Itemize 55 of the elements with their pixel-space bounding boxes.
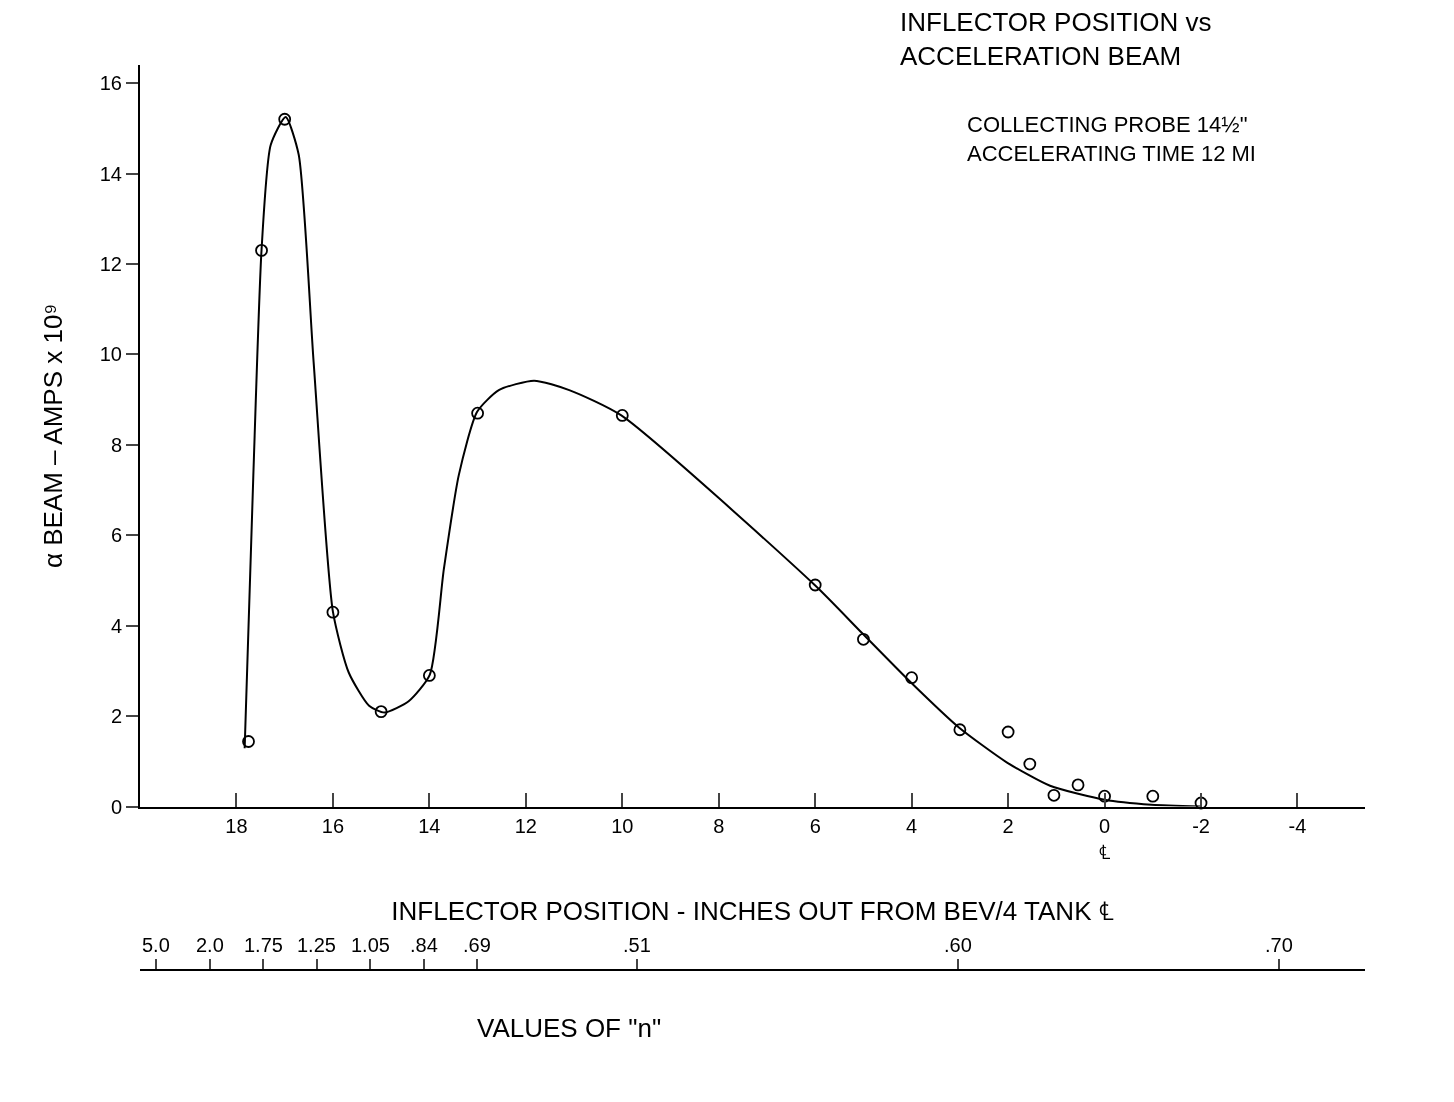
y-tick-label: 0 xyxy=(110,795,122,818)
point xyxy=(1023,757,1037,771)
point xyxy=(422,669,436,682)
point xyxy=(1001,725,1015,739)
x-tick-label: 0 ℄ xyxy=(1099,814,1111,863)
x-tick-label: 18 xyxy=(225,814,248,837)
text: .70 xyxy=(1265,934,1293,956)
point xyxy=(857,632,870,646)
y-tick-label: 2 xyxy=(110,705,122,728)
point xyxy=(1194,796,1208,810)
text: .51 xyxy=(623,934,651,956)
point xyxy=(1047,788,1061,802)
x-axis-title: INFLECTOR POSITION - INCHES OUT FROM BEV/4 TANK ℄ xyxy=(391,895,1114,926)
y-tick-label: 12 xyxy=(99,252,122,275)
chart-title: INFLECTOR POSITION vs ACCELERATION BEAM xyxy=(900,7,1212,71)
y-tick-label: 14 xyxy=(99,162,122,185)
point xyxy=(1146,789,1160,803)
text: 2.0 xyxy=(196,934,224,956)
x-tick-label: -4 xyxy=(1288,814,1307,837)
x-tick-label: 8 xyxy=(713,814,725,837)
y-tick-label: 6 xyxy=(110,524,122,547)
x-tick-label: 14 xyxy=(418,814,441,837)
text: .69 xyxy=(463,934,491,956)
point xyxy=(905,671,919,685)
point xyxy=(1071,778,1085,792)
y-tick-label: 10 xyxy=(99,343,122,366)
y-tick-label: 16 xyxy=(99,72,122,95)
x-tick-label: 6 xyxy=(809,814,821,837)
point xyxy=(278,112,292,126)
x2-axis-title: VALUES OF "n" xyxy=(477,1013,662,1043)
y-axis-title: α BEAM – AMPS x 10⁹ xyxy=(37,303,68,569)
text: .60 xyxy=(944,934,972,956)
text: COLLECTING PROBE 14½" ACCELERATING TIME 12 MI xyxy=(967,112,1256,166)
x-tick-label: 2 xyxy=(1002,814,1014,837)
point xyxy=(374,705,388,719)
y-tick-label: 8 xyxy=(110,433,122,456)
point xyxy=(255,244,268,257)
x-tick-label: 16 xyxy=(321,814,345,837)
x-tick-label: 12 xyxy=(514,814,537,837)
text: 1.25 xyxy=(297,934,336,956)
point xyxy=(1098,789,1111,803)
x-tick-label: -2 xyxy=(1192,814,1210,837)
point xyxy=(953,723,967,737)
point xyxy=(242,735,255,748)
text: 1.05 xyxy=(351,934,390,956)
text: 1.75 xyxy=(244,934,283,956)
x-tick-label: 4 xyxy=(906,814,918,837)
text: 5.0 xyxy=(142,934,170,956)
x-tick-label: 10 xyxy=(611,814,634,837)
y-tick-label: 4 xyxy=(110,614,122,637)
point xyxy=(471,406,484,420)
point xyxy=(615,409,629,422)
text: .84 xyxy=(410,934,438,956)
point xyxy=(326,605,340,619)
point xyxy=(808,578,822,592)
